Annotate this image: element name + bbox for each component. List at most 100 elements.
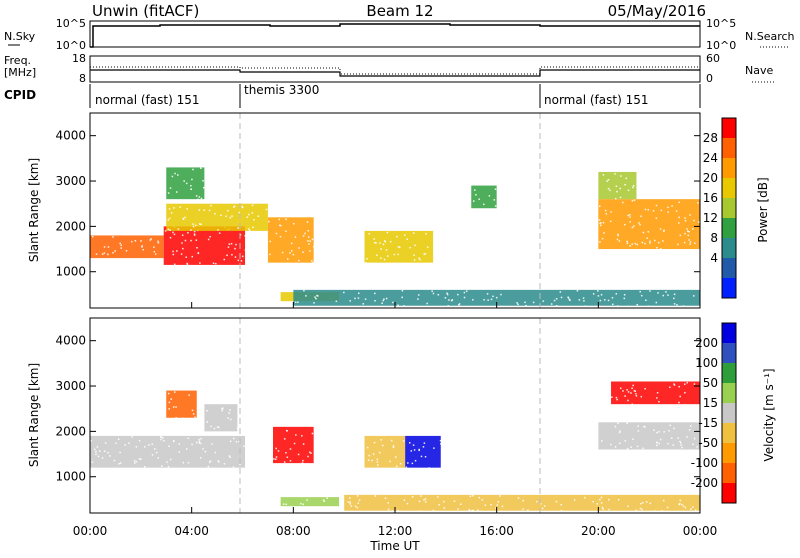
velocity-colorbar-tick: -200 [691,476,718,490]
power-band-8 [598,199,700,250]
power-colorbar-segment [722,178,736,199]
freq-unit-label: [MHz] [4,66,36,79]
power-colorbar-segment [722,218,736,239]
x-tick-label: 04:00 [174,524,209,538]
velocity-band-7 [598,422,700,450]
power-ytick-label: 4000 [55,129,86,143]
velocity-colorbar-segment [722,363,736,384]
power-colorbar-tick: 28 [703,131,718,145]
nave-line [90,66,700,75]
power-band-9 [598,171,637,200]
x-tick-label: 16:00 [479,524,514,538]
power-colorbar-tick: 16 [703,191,718,205]
velocity-data [90,381,700,513]
power-colorbar: 28 24 20 16 12 8 4 [703,117,737,299]
power-band-4 [267,217,314,263]
velocity-band-9 [344,494,700,511]
power-colorbar-segment [722,138,736,159]
power-colorbar-segment [722,198,736,219]
freq-label: Freq. [4,54,31,67]
freq-line [90,69,700,77]
x-tick-label: 12:00 [378,524,413,538]
nave-label: Nave [745,64,773,77]
nsky-label: N.Sky [4,30,36,43]
velocity-colorbar-segment [722,443,736,464]
freq-tick-bottom: 8 [79,72,86,85]
x-tick-label: 20:00 [581,524,616,538]
nsky-tick-top: 10^5 [56,17,86,30]
beam-title: Beam 12 [366,2,433,20]
velocity-colorbar-tick: 15 [703,396,718,410]
velocity-band-5 [364,435,406,468]
cpid-panel: CPID normal (fast) 151 themis 3300 norma… [4,83,701,108]
velocity-ytick-label: 1000 [55,470,86,484]
x-tick-label: 00:00 [73,524,108,538]
power-colorbar-segment [722,158,736,179]
power-band-2 [166,203,268,231]
velocity-band-0 [90,435,246,468]
cpid-label: CPID [4,88,36,102]
velocity-band-2 [273,426,314,464]
velocity-colorbar-tick: -100 [691,456,718,470]
velocity-ytick-label: 3000 [55,379,86,393]
date-title: 05/May/2016 [608,2,706,20]
power-band-1 [163,226,246,265]
nsearch-tick-bottom: 10^0 [706,39,736,52]
velocity-band-4 [280,497,340,507]
power-colorbar-tick: 8 [710,231,718,245]
velocity-yticks: 4000 3000 2000 1000 [55,334,700,484]
velocity-colorbar-tick: 200 [695,336,718,350]
x-tick-label: 00:00 [683,524,718,538]
power-band-0 [90,235,164,259]
cpid-segment-3: normal (fast) 151 [544,93,648,107]
velocity-colorbar-segment [722,383,736,404]
power-colorbar-segment [722,118,736,139]
x-axis-ticks: 00:00 04:00 08:00 12:00 16:00 20:00 00:00 [73,302,718,538]
power-panel: 4000 3000 2000 1000 Slant Range [km] 28 24 20… [27,112,770,309]
nsky-tick-bottom: 10^0 [56,39,86,52]
velocity-colorbar-tick: -15 [698,416,718,430]
velocity-colorbar-segment [722,463,736,484]
power-colorbar-tick: 24 [703,151,718,165]
velocity-colorbar-segment [722,423,736,444]
velocity-colorbar-segment [722,483,736,504]
velocity-ytick-label: 4000 [55,334,86,348]
velocity-panel: 4000 3000 2000 1000 Slant Range [km] 200 100… [27,317,776,514]
velocity-colorbar-segment [722,343,736,364]
power-colorbar-label: Power [dB] [756,177,770,242]
velocity-band-1 [204,404,238,432]
power-colorbar-tick: 4 [710,251,718,265]
velocity-colorbar-tick: -50 [698,436,718,450]
cpid-segment-2: themis 3300 [244,83,319,97]
x-tick-label: 08:00 [276,524,311,538]
velocity-ytick-label: 2000 [55,424,86,438]
nsky-line [90,23,700,48]
cpid-segment-1: normal (fast) 151 [95,93,199,107]
nave-tick-top: 60 [706,52,720,65]
velocity-colorbar-tick: 50 [703,376,718,390]
power-colorbar-tick: 12 [703,211,718,225]
nsky-panel: N.Sky 10^5 10^0 10^5 10^0 N.Search [4,17,795,52]
freq-tick-top: 18 [72,52,86,65]
power-data [90,167,701,308]
nsearch-label: N.Search [745,30,795,43]
power-ytick-label: 3000 [55,174,86,188]
power-colorbar-segment [722,258,736,279]
velocity-colorbar-segment [722,403,736,424]
power-colorbar-segment [722,238,736,259]
power-colorbar-tick: 20 [703,171,718,185]
nsearch-tick-top: 10^5 [706,17,736,30]
velocity-colorbar-segment [722,323,736,344]
power-ytick-label: 2000 [55,219,86,233]
velocity-band-6 [405,435,441,468]
velocity-ylabel: Slant Range [km] [27,363,41,467]
power-band-7 [471,185,497,209]
velocity-colorbar-label: Velocity [m s⁻¹] [762,368,776,461]
power-ylabel: Slant Range [km] [27,158,41,262]
velocity-colorbar-tick: 100 [695,356,718,370]
velocity-band-8 [611,381,700,405]
freq-panel: Freq. [MHz] 18 8 60 0 Nave [4,52,776,85]
velocity-colorbar: 200 100 50 15 -15 -50 -100 -200 [691,322,737,504]
nave-tick-bottom: 0 [706,72,713,85]
